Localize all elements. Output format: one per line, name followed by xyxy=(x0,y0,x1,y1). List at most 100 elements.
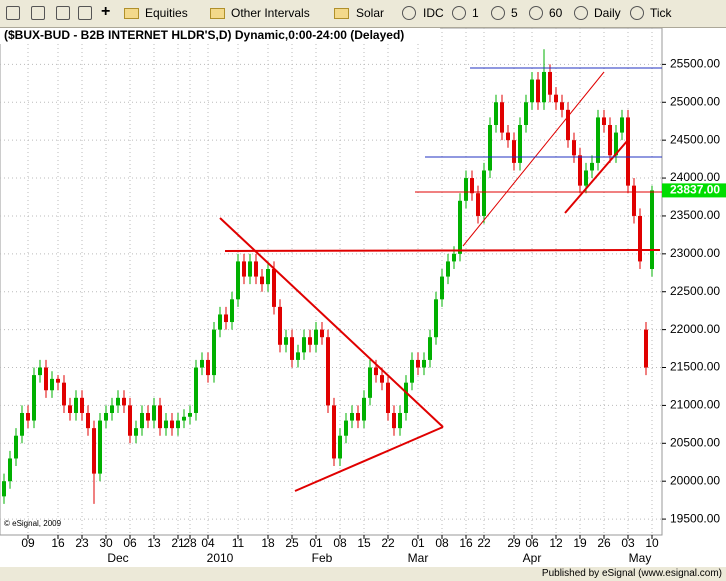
candle-body xyxy=(644,329,648,368)
toolbar-item[interactable]: Equities xyxy=(145,6,188,20)
candle-body xyxy=(626,117,630,186)
icon[interactable] xyxy=(78,6,92,20)
candle-body xyxy=(134,428,138,436)
x-tick-label: 16 xyxy=(459,536,473,550)
x-tick-label: 25 xyxy=(285,536,299,550)
candle-body xyxy=(482,170,486,216)
x-tick-label: 30 xyxy=(99,536,113,550)
candle-body xyxy=(512,140,516,163)
x-tick-label: 08 xyxy=(435,536,449,550)
candle-body xyxy=(218,314,222,330)
candle-body xyxy=(122,397,126,406)
month-label: Apr xyxy=(523,551,542,565)
x-tick-label: 21 xyxy=(171,536,185,550)
x-tick-label: 23 xyxy=(75,536,89,550)
y-tick-label: 19500.00 xyxy=(670,511,720,525)
x-tick-label: 22 xyxy=(477,536,491,550)
candle-body xyxy=(410,359,414,383)
toolbar-item[interactable]: 5 xyxy=(511,6,518,20)
candle-body xyxy=(176,420,180,429)
footer-text: Published by eSignal (www.esignal.com) xyxy=(541,568,722,579)
candle-body xyxy=(86,412,90,429)
drawn-lines xyxy=(219,67,662,492)
month-label: Dec xyxy=(107,551,128,565)
y-tick-label: 24000.00 xyxy=(670,170,720,184)
y-tick-label: 22500.00 xyxy=(670,284,720,298)
candle-body xyxy=(182,416,186,421)
candle-body xyxy=(314,329,318,345)
candle-body xyxy=(458,200,462,254)
candle-body xyxy=(20,412,24,436)
toolbar-item[interactable]: Solar xyxy=(356,6,385,20)
candle-body xyxy=(344,420,348,436)
candle-body xyxy=(356,412,360,421)
candle-body xyxy=(452,253,456,262)
icon[interactable] xyxy=(6,6,20,20)
toolbar-item[interactable]: Tick xyxy=(650,6,672,20)
toolbar-item[interactable]: IDC xyxy=(423,6,444,20)
candle-body xyxy=(116,397,120,406)
candle-body xyxy=(110,405,114,413)
x-tick-label: 18 xyxy=(261,536,275,550)
candle-body xyxy=(224,314,228,323)
candle-body xyxy=(152,405,156,421)
candle-body xyxy=(74,397,78,413)
x-tick-label: 28 xyxy=(183,536,197,550)
candle-body xyxy=(374,367,378,376)
candle-body xyxy=(158,405,162,429)
candle-body xyxy=(206,359,210,376)
y-tick-label: 22000.00 xyxy=(670,322,720,336)
candle-body xyxy=(560,102,564,110)
toolbar: + Equities Other Intervals Solar IDC 1 5… xyxy=(0,0,726,28)
candle-body xyxy=(212,329,216,376)
candle-body xyxy=(500,102,504,133)
candle-body xyxy=(320,329,324,338)
trend-line xyxy=(462,71,605,247)
y-tick-label: 21500.00 xyxy=(670,360,720,374)
candle-body xyxy=(518,125,522,163)
candle-body xyxy=(368,367,372,398)
toolbar-item[interactable]: Daily xyxy=(594,6,621,20)
icon[interactable]: + xyxy=(101,3,111,20)
x-tick-label: 10 xyxy=(645,536,659,550)
month-label: May xyxy=(629,551,652,565)
candle-body xyxy=(260,276,264,285)
candle-body xyxy=(404,382,408,413)
toolbar-item[interactable]: Other Intervals xyxy=(231,6,310,20)
candle-body xyxy=(392,412,396,429)
candle-body xyxy=(338,435,342,459)
toolbar-item[interactable]: 60 xyxy=(549,6,563,20)
candle-body xyxy=(416,359,420,368)
candle-body xyxy=(140,412,144,429)
month-label: 2010 xyxy=(207,551,234,565)
trend-line xyxy=(219,217,444,428)
candle-body xyxy=(56,378,60,383)
y-tick-label: 23500.00 xyxy=(670,208,720,222)
candle-body xyxy=(590,162,594,171)
candle-body xyxy=(632,185,636,216)
candle-body xyxy=(554,94,558,103)
x-tick-label: 08 xyxy=(333,536,347,550)
candle-body xyxy=(548,71,552,95)
x-tick-label: 13 xyxy=(147,536,161,550)
candle-body xyxy=(650,190,654,269)
x-tick-label: 16 xyxy=(51,536,65,550)
x-tick-label: 29 xyxy=(507,536,521,550)
candle-body xyxy=(188,412,192,417)
candle-body xyxy=(578,155,582,186)
candle-body xyxy=(50,378,54,391)
candle-body xyxy=(230,299,234,323)
x-tick-label: 19 xyxy=(573,536,587,550)
x-tick-label: 06 xyxy=(525,536,539,550)
y-tick-label: 20500.00 xyxy=(670,435,720,449)
candle-body xyxy=(476,193,480,216)
toolbar-item[interactable]: 1 xyxy=(472,6,479,20)
icon[interactable] xyxy=(31,6,45,20)
icon[interactable] xyxy=(56,6,70,20)
candle-body xyxy=(566,109,570,141)
candle-body xyxy=(38,367,42,376)
x-tick-label: 06 xyxy=(123,536,137,550)
candle-body xyxy=(494,102,498,126)
candle-body xyxy=(308,337,312,345)
y-tick-label: 20000.00 xyxy=(670,473,720,487)
